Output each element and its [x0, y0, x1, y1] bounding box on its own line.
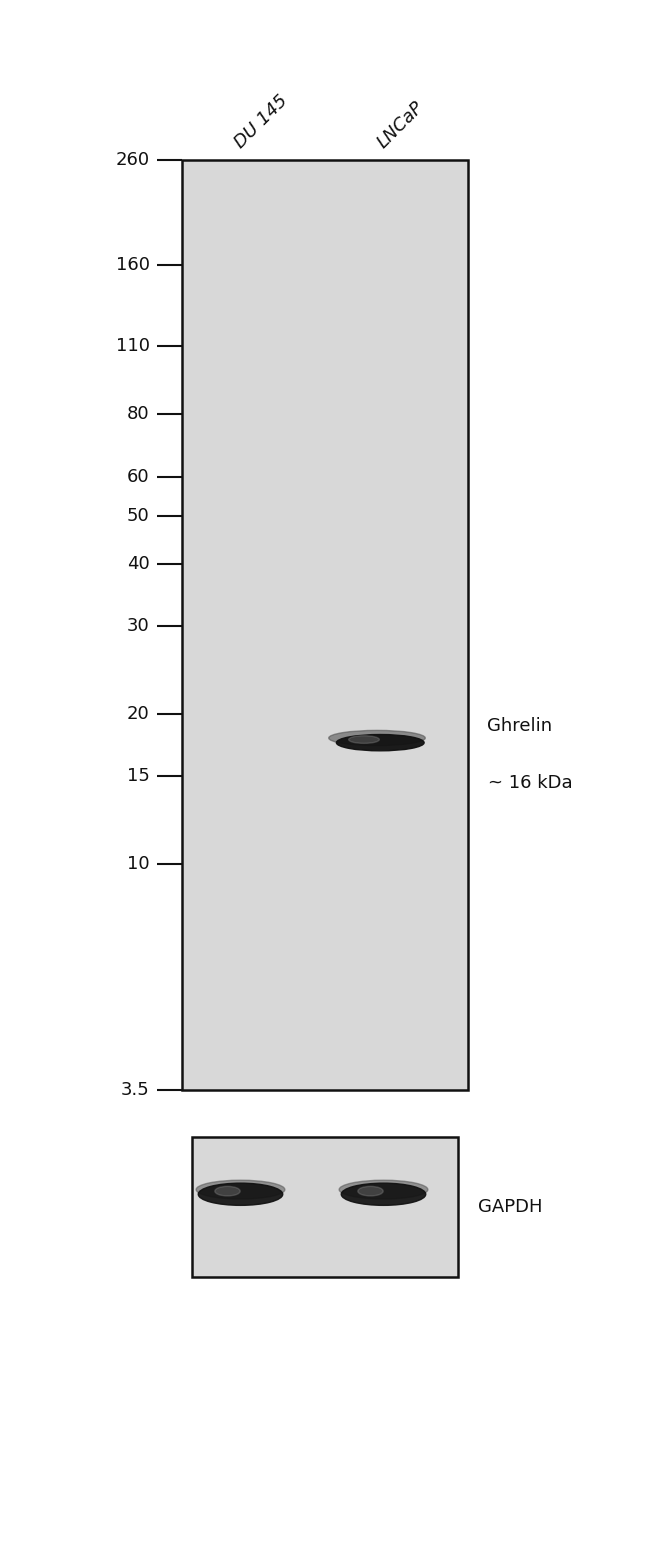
Text: 160: 160: [116, 256, 150, 273]
Ellipse shape: [358, 1186, 383, 1196]
Text: 30: 30: [127, 617, 150, 635]
Text: LNCaP: LNCaP: [374, 98, 428, 152]
Ellipse shape: [348, 736, 380, 744]
Ellipse shape: [339, 1180, 428, 1199]
FancyBboxPatch shape: [182, 160, 468, 1090]
Text: 15: 15: [127, 767, 150, 784]
Ellipse shape: [329, 730, 425, 745]
Text: Ghrelin: Ghrelin: [488, 717, 552, 735]
Text: 40: 40: [127, 554, 150, 573]
Ellipse shape: [337, 735, 424, 750]
Text: GAPDH: GAPDH: [478, 1197, 542, 1216]
Text: ~ 16 kDa: ~ 16 kDa: [488, 773, 572, 792]
Ellipse shape: [198, 1183, 283, 1205]
Text: 10: 10: [127, 854, 150, 873]
Text: 80: 80: [127, 405, 150, 424]
Ellipse shape: [214, 1186, 240, 1196]
Text: 3.5: 3.5: [121, 1081, 150, 1100]
Text: 260: 260: [116, 151, 150, 169]
Text: 60: 60: [127, 467, 150, 486]
FancyBboxPatch shape: [192, 1137, 458, 1277]
Ellipse shape: [196, 1180, 285, 1199]
Text: DU 145: DU 145: [231, 92, 291, 152]
Text: 110: 110: [116, 337, 150, 354]
Text: 50: 50: [127, 506, 150, 525]
Text: 20: 20: [127, 705, 150, 722]
Ellipse shape: [341, 1183, 426, 1205]
